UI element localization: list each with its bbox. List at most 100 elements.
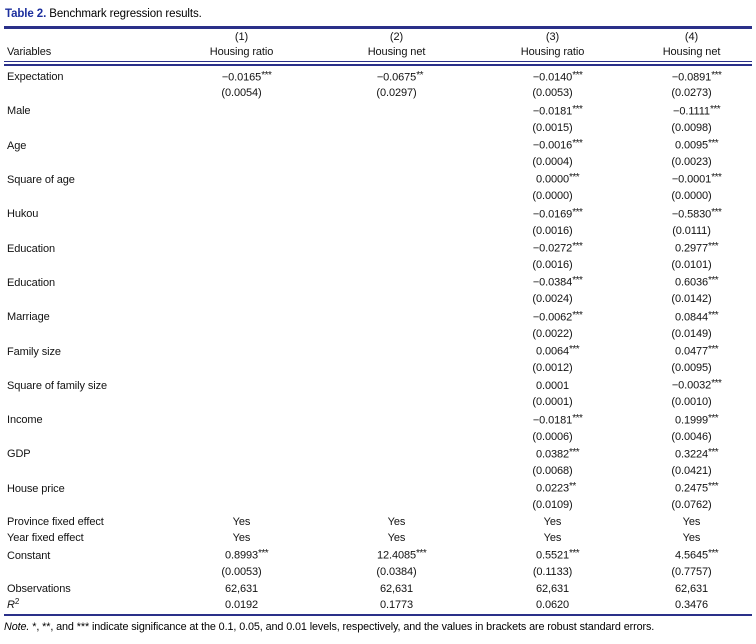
estimate-cell: 0.1999*** xyxy=(674,412,719,427)
estimate-cell xyxy=(164,273,319,291)
estimate-cell: −0.0001*** xyxy=(671,172,722,186)
table-header: (1) (2) (3) (4) Variables Housing ratio … xyxy=(4,30,752,68)
estimate-cell xyxy=(164,411,319,429)
variable-label: Income xyxy=(7,414,43,427)
regression-table-body: Expectation −0.0165*** −0.0675** −0.0140***… xyxy=(4,68,752,615)
stderr-cell xyxy=(319,223,474,239)
value-text: 0.0095 xyxy=(674,139,709,152)
table-row: (0.0004) (0.0023) xyxy=(4,154,752,170)
estimate-cell xyxy=(164,308,319,326)
table-row: Age −0.0016*** 0.0095*** xyxy=(4,136,752,154)
estimate-cell: 0.5521*** xyxy=(535,548,580,562)
estimate-cell xyxy=(319,205,474,223)
estimate-cell xyxy=(319,136,474,154)
value-text: (0.0297) xyxy=(376,87,417,100)
variable-label xyxy=(4,429,164,445)
table-row: Year fixed effect Yes Yes Yes Yes xyxy=(4,530,752,546)
table-row: GDP 0.0382*** 0.3224*** xyxy=(4,445,752,463)
stderr-cell: (0.0111) xyxy=(631,223,752,239)
stderr-cell: (0.0142) xyxy=(631,291,752,307)
estimate-cell: −0.0140*** xyxy=(532,69,583,84)
estimate-cell: 0.0095*** xyxy=(674,138,719,152)
stderr-cell: (0.7757) xyxy=(631,564,752,580)
value-text: (0.0012) xyxy=(532,361,573,374)
variable-label xyxy=(4,326,164,342)
value-text: (0.0101) xyxy=(671,258,712,271)
table-row: R2 0.0192 0.1773 0.0620 0.3476 xyxy=(4,597,752,614)
table-row: (0.0000) (0.0000) xyxy=(4,188,752,204)
estimate-cell xyxy=(319,273,474,291)
header-rule-row xyxy=(4,60,752,68)
regression-table: (1) (2) (3) (4) Variables Housing ratio … xyxy=(4,30,752,616)
value-text: (0.0022) xyxy=(532,327,573,340)
value-text: 0.0064 xyxy=(535,345,570,358)
variable-label: Male xyxy=(7,105,31,118)
value-text: (0.0010) xyxy=(671,396,712,409)
stderr-cell: (0.0095) xyxy=(631,360,752,376)
table-row: Male −0.0181*** −0.1111*** xyxy=(4,102,752,120)
estimate-cell: −0.0062*** xyxy=(532,309,583,324)
column-number-3: (3) xyxy=(545,30,560,43)
estimate-cell xyxy=(164,136,319,154)
estimate-cell: −0.5830*** xyxy=(671,206,722,221)
variable-label xyxy=(4,394,164,410)
value-text: −0.0169 xyxy=(532,208,573,221)
value-text: (0.0149) xyxy=(671,327,712,340)
estimate-cell xyxy=(164,205,319,223)
stderr-cell xyxy=(164,463,319,479)
table-number-label: Table 2. xyxy=(5,8,47,20)
estimate-cell: 0.3224*** xyxy=(674,446,719,461)
variable-label: Marriage xyxy=(7,311,50,324)
table-row: Income −0.0181*** 0.1999*** xyxy=(4,411,752,429)
table-row: Family size 0.0064*** 0.0477*** xyxy=(4,342,752,360)
value-text: Yes xyxy=(232,531,251,544)
table-row: (0.0012) (0.0095) xyxy=(4,360,752,376)
variable-label xyxy=(4,154,164,170)
value-text: (0.0053) xyxy=(532,87,573,100)
estimate-cell xyxy=(319,102,474,120)
value-cell: 62,631 xyxy=(631,581,752,597)
value-text: 0.0223 xyxy=(535,482,570,495)
variable-label: R2 xyxy=(7,597,20,612)
stderr-cell: (0.0273) xyxy=(631,85,752,101)
value-text: (0.0111) xyxy=(672,224,711,237)
header-spacer xyxy=(4,30,164,46)
value-text: 0.0620 xyxy=(535,599,570,612)
value-text: 62,631 xyxy=(224,582,259,595)
value-text: 0.2475 xyxy=(674,482,709,495)
variable-label: Year fixed effect xyxy=(7,531,84,544)
stderr-cell xyxy=(164,154,319,170)
value-text: −0.0140 xyxy=(532,71,573,83)
stderr-cell: (0.0016) xyxy=(474,257,631,273)
stderr-cell: (0.0046) xyxy=(631,429,752,445)
stderr-cell xyxy=(319,360,474,376)
value-text: 62,631 xyxy=(674,582,709,595)
variable-label xyxy=(4,360,164,376)
value-cell: Yes xyxy=(319,514,474,530)
value-text: (0.0384) xyxy=(376,566,417,579)
column-label-2: Housing net xyxy=(367,46,426,58)
stderr-cell: (0.0053) xyxy=(474,85,631,101)
variable-label xyxy=(4,257,164,273)
table-row: Education −0.0272*** 0.2977*** xyxy=(4,239,752,257)
variable-label: GDP xyxy=(7,448,31,461)
stderr-cell: (0.0010) xyxy=(631,394,752,410)
note-text: *, **, and *** indicate significance at … xyxy=(32,620,655,633)
table-row: Province fixed effect Yes Yes Yes Yes xyxy=(4,514,752,530)
table-row: (0.0016) (0.0111) xyxy=(4,223,752,239)
value-text: 62,631 xyxy=(379,582,414,595)
value-text: Yes xyxy=(682,531,701,544)
estimate-cell xyxy=(319,479,474,497)
value-text: (0.0024) xyxy=(532,293,573,306)
estimate-cell xyxy=(164,239,319,257)
value-text: 0.8993 xyxy=(224,549,259,562)
table-row: (0.0001) (0.0010) xyxy=(4,394,752,410)
stderr-cell xyxy=(319,394,474,410)
table-row: Hukou −0.0169*** −0.5830*** xyxy=(4,205,752,223)
estimate-cell: −0.0016*** xyxy=(532,138,583,152)
stderr-cell: (0.0109) xyxy=(474,497,631,513)
table-row: (0.0068) (0.0421) xyxy=(4,463,752,479)
estimate-cell xyxy=(164,342,319,360)
variable-label xyxy=(4,564,164,580)
estimate-cell: −0.0891*** xyxy=(671,69,722,84)
